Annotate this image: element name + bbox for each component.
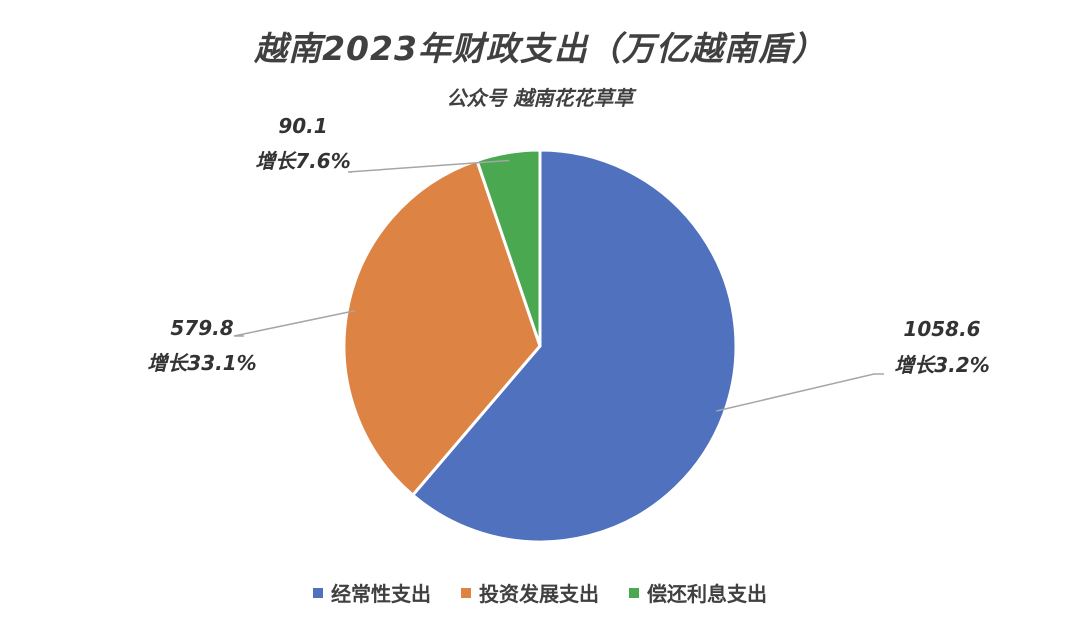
data-label-value-recurrent: 1058.6 bbox=[903, 317, 980, 341]
legend-swatch-investment bbox=[461, 587, 471, 598]
leader-line-interest bbox=[347, 159, 510, 173]
data-label-growth-interest: 增长7.6% bbox=[255, 149, 350, 173]
leader-line-recurrent bbox=[716, 373, 884, 412]
legend-item-interest: 偿还利息支出 bbox=[629, 578, 767, 607]
legend-label-recurrent: 经常性支出 bbox=[331, 582, 431, 606]
legend-label-investment: 投资发展支出 bbox=[479, 582, 599, 606]
chart-subtitle: 公众号 越南花花草草 bbox=[446, 86, 634, 110]
legend-item-investment: 投资发展支出 bbox=[461, 578, 599, 607]
legend-item-recurrent: 经常性支出 bbox=[313, 578, 431, 607]
legend-label-interest: 偿还利息支出 bbox=[647, 582, 767, 606]
chart-legend: 经常性支出 投资发展支出 偿还利息支出 bbox=[0, 578, 1080, 607]
data-label-growth-recurrent: 增长3.2% bbox=[894, 353, 989, 377]
chart-title: 越南2023年财政支出（万亿越南盾） bbox=[254, 29, 826, 68]
data-label-value-interest: 90.1 bbox=[278, 114, 327, 138]
data-label-value-investment: 579.8 bbox=[170, 316, 233, 340]
pie-slice-investment bbox=[342, 158, 542, 498]
pie-slice-interest bbox=[475, 148, 542, 347]
legend-swatch-interest bbox=[629, 587, 639, 598]
legend-swatch-recurrent bbox=[313, 587, 323, 598]
data-label-growth-investment: 增长33.1% bbox=[147, 351, 256, 375]
pie-slice-recurrent bbox=[410, 148, 738, 544]
leader-line-investment bbox=[233, 309, 356, 337]
